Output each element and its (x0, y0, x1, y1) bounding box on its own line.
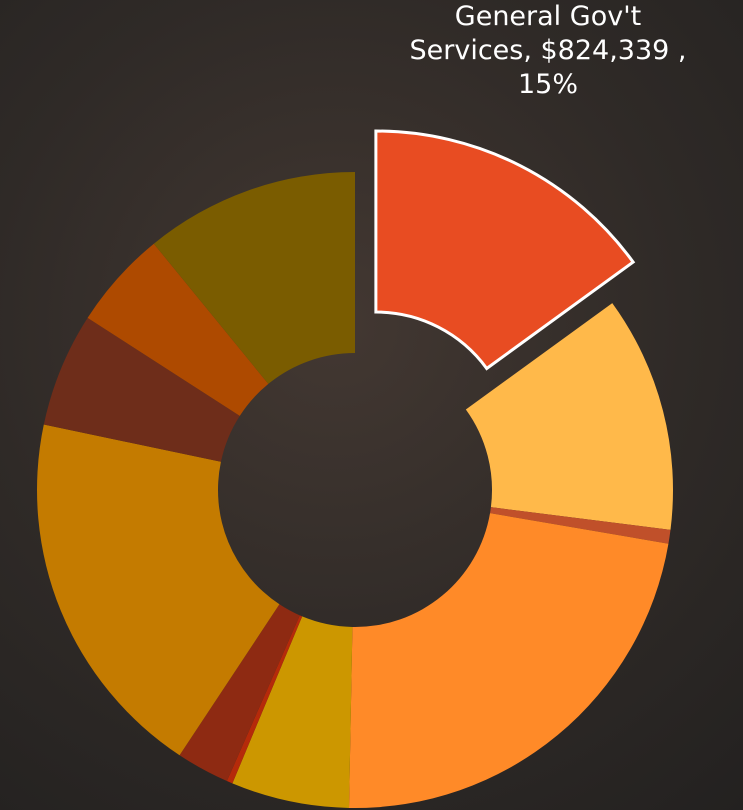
donut-slice (153, 172, 355, 384)
donut-slice (232, 616, 353, 808)
donut-slice (349, 513, 669, 808)
donut-slice (179, 604, 300, 782)
donut-slice (465, 303, 673, 530)
donut-slice (43, 317, 240, 462)
donut-slice (36, 424, 280, 756)
donut-slice (490, 507, 671, 544)
donut-slice (87, 243, 269, 416)
donut-slice (226, 615, 303, 784)
donut-slice (374, 129, 636, 371)
data-label: General Gov't Services, $824,339 , 15% (409, 1, 687, 100)
